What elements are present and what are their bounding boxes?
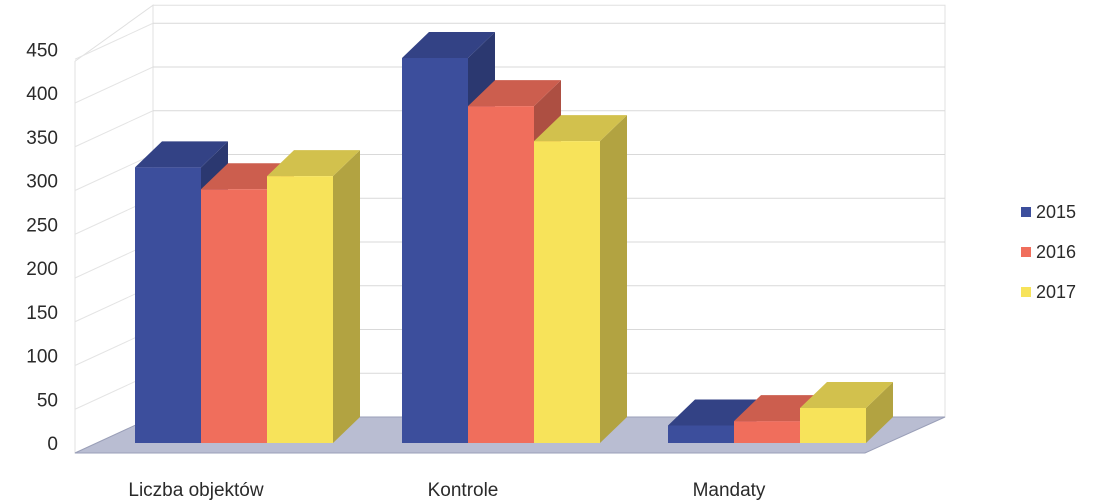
x-axis-category-labels: Liczba objektów Kontrole Mandaty (128, 480, 766, 501)
bar-top (402, 32, 495, 58)
y-tick-label: 250 (26, 215, 58, 236)
legend-label: 2016 (1036, 242, 1076, 262)
bar-side (866, 382, 893, 443)
bar-side (333, 150, 360, 443)
bar-front (800, 408, 866, 443)
gridline (74, 154, 154, 191)
bar-top (534, 115, 627, 142)
bar-2017-1 (534, 115, 627, 443)
gridline (74, 110, 154, 148)
bar-top (267, 150, 360, 177)
y-tick-label: 350 (26, 128, 58, 149)
bars (135, 32, 893, 443)
legend-swatch (1021, 247, 1031, 257)
gridline (74, 22, 154, 60)
legend-swatch (1021, 207, 1031, 217)
legend-label: 2015 (1036, 202, 1076, 222)
bar-2017-2 (800, 382, 893, 443)
y-tick-label: 400 (26, 84, 58, 105)
bar-front (201, 189, 267, 443)
bar-top (468, 80, 561, 107)
bar-front (534, 141, 600, 443)
bar-side (600, 115, 627, 443)
bar-top (800, 382, 893, 408)
legend: 2015 2016 2017 (1021, 202, 1076, 302)
y-tick-label: 50 (37, 390, 58, 411)
bar-top (135, 141, 228, 168)
y-tick-label: 150 (26, 303, 58, 324)
y-tick-label: 300 (26, 172, 58, 193)
legend-swatch (1021, 287, 1031, 297)
y-tick-label: 200 (26, 259, 58, 280)
y-axis-tick-labels: 0 50 100 150 200 250 300 350 400 450 (26, 40, 58, 455)
bar-front (402, 58, 468, 443)
gridline (74, 66, 154, 104)
bar-front (468, 106, 534, 443)
bar-2017-0 (267, 150, 360, 443)
legend-label: 2017 (1036, 282, 1076, 302)
y-tick-label: 450 (26, 40, 58, 61)
y-tick-label: 0 (47, 434, 58, 455)
bar-front (135, 167, 201, 443)
bar-front (668, 425, 734, 443)
y-tick-label: 100 (26, 347, 58, 368)
category-label: Mandaty (693, 480, 766, 501)
category-label: Kontrole (428, 480, 499, 501)
category-label: Liczba objektów (128, 480, 263, 501)
bar-front (734, 421, 800, 443)
bar-front (267, 176, 333, 443)
